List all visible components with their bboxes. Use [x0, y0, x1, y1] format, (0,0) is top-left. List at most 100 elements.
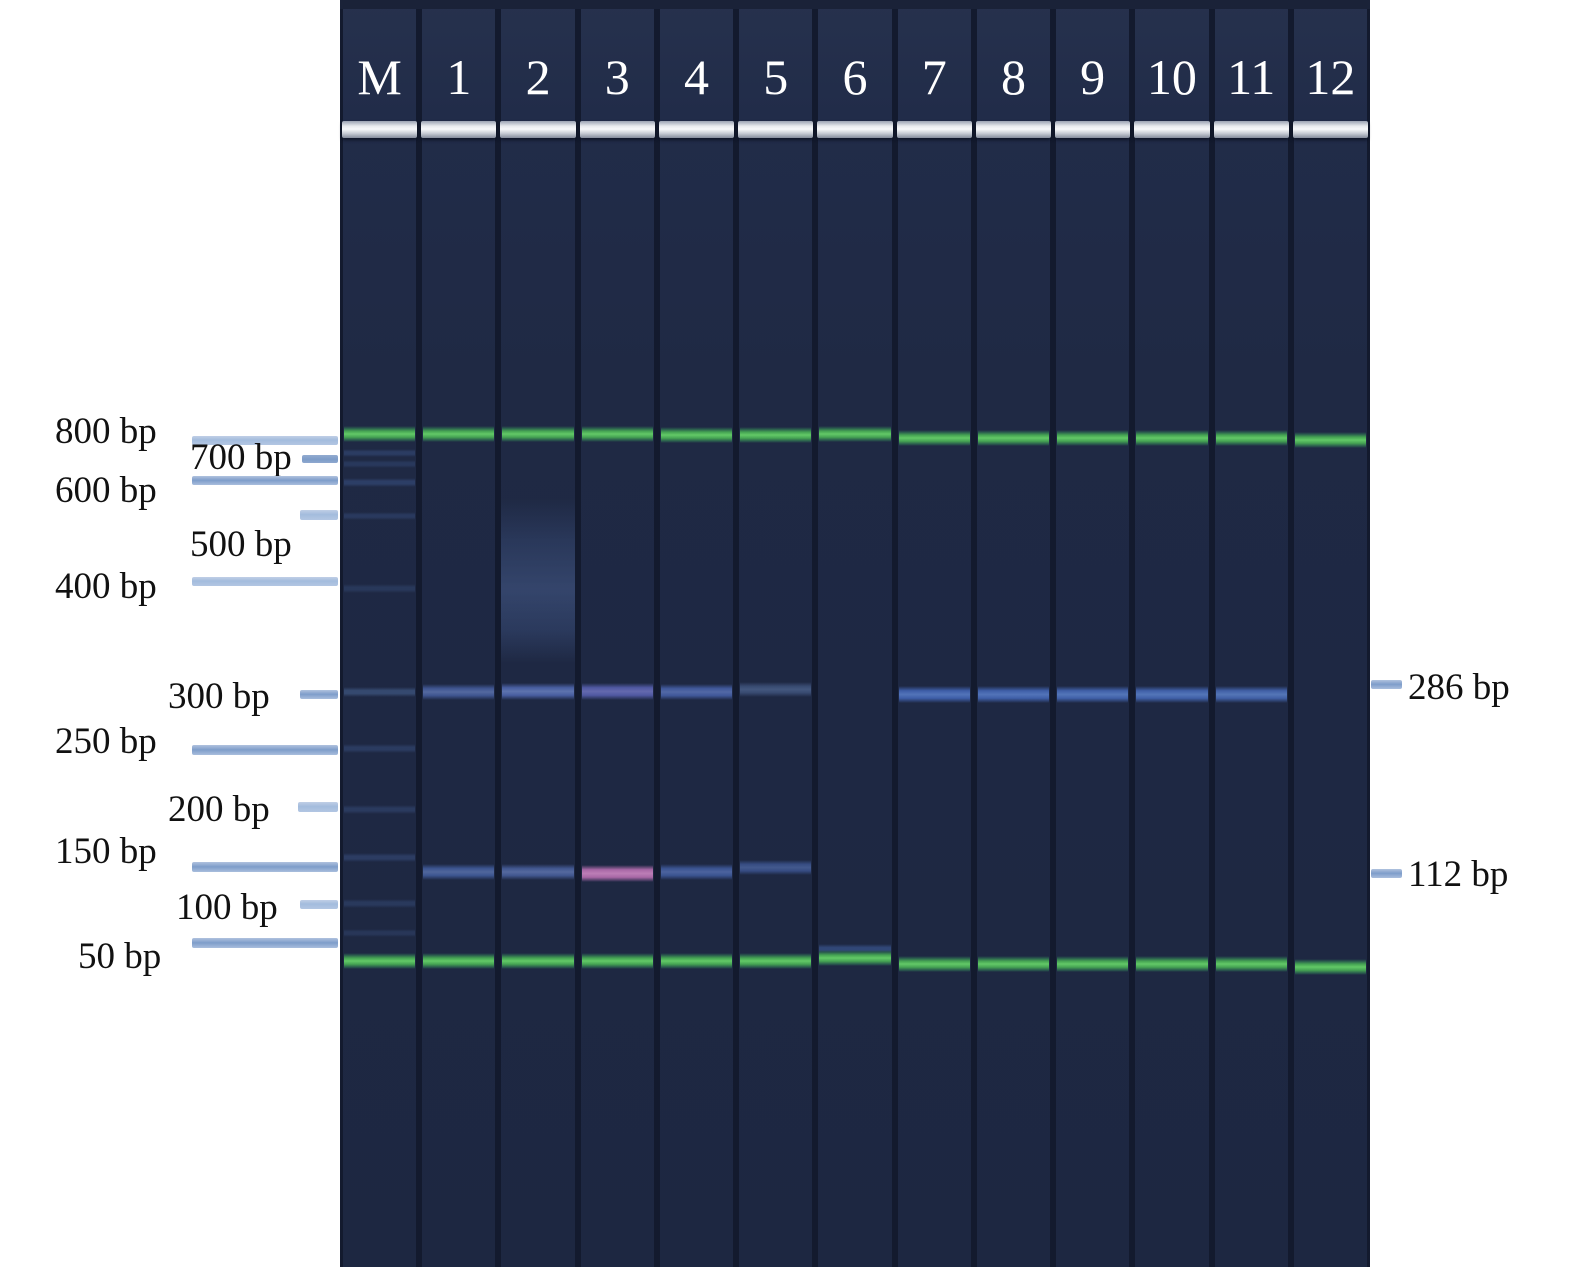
sample-well	[421, 121, 497, 138]
left-size-tick	[302, 455, 338, 463]
product-band	[977, 686, 1050, 703]
sample-well	[500, 121, 576, 138]
sample-well	[1213, 121, 1289, 138]
lane-body	[1135, 0, 1209, 1267]
left-size-tick	[192, 938, 338, 948]
marker-band	[423, 953, 495, 969]
product-band	[502, 864, 574, 880]
gel-lane-1: 1	[419, 0, 498, 1267]
lane-body	[1056, 0, 1130, 1267]
left-size-label: 100 bp	[176, 887, 278, 928]
marker-band	[740, 427, 812, 443]
lane-label: 6	[842, 49, 868, 105]
sample-well	[738, 121, 814, 138]
gel-lane-10: 10	[1132, 0, 1211, 1267]
marker-band	[581, 426, 653, 442]
lane-body	[580, 0, 654, 1267]
lane-body	[1214, 0, 1288, 1267]
marker-band	[1136, 956, 1208, 972]
gel-lane-7: 7	[895, 0, 974, 1267]
product-band	[581, 683, 653, 700]
product-band	[502, 683, 574, 700]
marker-band	[898, 956, 970, 972]
lane-body	[343, 0, 417, 1267]
gel-lane-2: 2	[498, 0, 577, 1267]
product-band	[423, 864, 495, 880]
sample-well	[579, 121, 655, 138]
marker-band	[502, 426, 574, 442]
right-size-tick	[1371, 869, 1402, 878]
lane-body	[818, 0, 892, 1267]
gel-lane-3: 3	[578, 0, 657, 1267]
lane-label: M	[357, 49, 402, 105]
marker-band	[740, 953, 812, 969]
smear-band	[501, 498, 575, 663]
gel-lane-11: 11	[1212, 0, 1291, 1267]
left-size-label: 700 bp	[190, 437, 292, 478]
marker-band	[344, 953, 416, 969]
left-size-tick	[192, 476, 338, 485]
right-size-label: 112 bp	[1408, 854, 1509, 895]
left-size-tick	[192, 436, 338, 445]
ladder-band	[344, 853, 416, 862]
lane-body	[897, 0, 971, 1267]
left-size-tick	[192, 862, 338, 872]
left-size-tick	[300, 690, 338, 699]
left-size-label: 500 bp	[190, 524, 292, 565]
gel-lane-6: 6	[815, 0, 894, 1267]
product-band	[898, 686, 970, 703]
lane-label: 8	[1000, 49, 1026, 105]
left-size-label: 150 bp	[55, 831, 157, 872]
marker-band	[1136, 430, 1208, 446]
left-size-label: 300 bp	[168, 676, 270, 717]
left-size-tick	[192, 577, 338, 586]
product-band	[1136, 686, 1208, 703]
marker-band	[1057, 430, 1129, 446]
marker-band	[819, 426, 891, 442]
marker-band	[819, 950, 891, 966]
gel-lane-12: 12	[1291, 0, 1370, 1267]
ladder-band	[344, 449, 416, 457]
lane-body	[1293, 0, 1367, 1267]
ladder-band	[344, 899, 416, 908]
right-size-label: 286 bp	[1408, 667, 1510, 708]
product-band	[740, 682, 812, 697]
left-size-label: 200 bp	[168, 789, 270, 830]
lane-label: 4	[684, 49, 710, 105]
sample-well	[975, 121, 1052, 138]
gel-lane-8: 8	[974, 0, 1053, 1267]
right-size-tick	[1371, 680, 1402, 689]
lane-body	[976, 0, 1051, 1267]
sample-well	[817, 121, 893, 138]
lane-label: 3	[604, 49, 630, 105]
sample-well	[896, 121, 972, 138]
sample-well	[342, 121, 418, 138]
marker-band	[898, 430, 970, 446]
ladder-band	[344, 478, 416, 487]
marker-band	[660, 953, 733, 969]
marker-band	[977, 956, 1050, 972]
lane-label: 2	[525, 49, 551, 105]
lane-label: 11	[1227, 49, 1276, 105]
ladder-band	[344, 744, 416, 753]
marker-band	[344, 426, 416, 442]
left-size-label: 600 bp	[55, 470, 157, 511]
left-size-tick	[300, 510, 338, 520]
lane-label: 7	[921, 49, 947, 105]
lane-label: 5	[763, 49, 789, 105]
lane-body	[739, 0, 813, 1267]
left-size-label: 400 bp	[55, 566, 157, 607]
marker-band	[660, 427, 733, 443]
ladder-band	[344, 929, 416, 937]
product-band	[1215, 686, 1287, 703]
gel-lane-4: 4	[657, 0, 736, 1267]
gel-lane-5: 5	[736, 0, 815, 1267]
marker-band	[1294, 432, 1366, 448]
left-size-label: 250 bp	[55, 721, 157, 762]
left-size-tick	[298, 802, 338, 812]
product-band	[423, 684, 495, 700]
sample-well	[1292, 121, 1368, 138]
gel-lane-M: M	[340, 0, 419, 1267]
product-band	[660, 864, 733, 880]
marker-band	[977, 430, 1050, 446]
